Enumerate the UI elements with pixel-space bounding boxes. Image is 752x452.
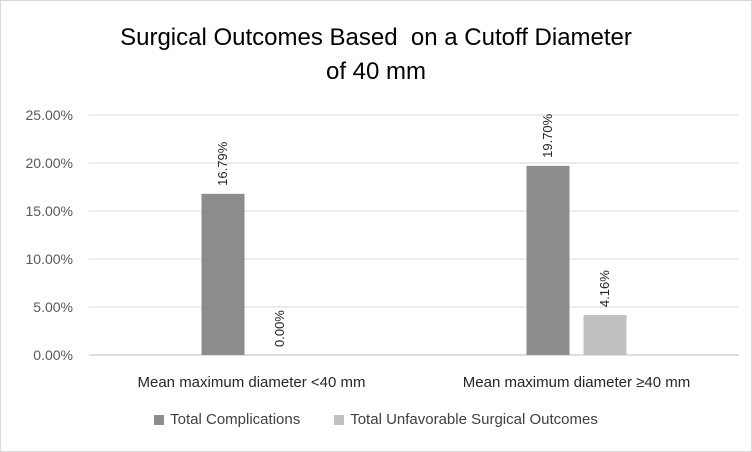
legend-item-total-complications: Total Complications	[154, 411, 300, 428]
chart-title-line-1: Surgical Outcomes Based on a Cutoff Diam…	[120, 24, 632, 51]
legend-swatch-total-complications	[154, 414, 165, 425]
y-tick-label: 0.00%	[33, 347, 73, 363]
y-tick-label: 15.00%	[26, 203, 73, 219]
legend-label-unfavorable-outcomes: Total Unfavorable Surgical Outcomes	[350, 411, 598, 428]
data-label: 4.16%	[597, 270, 612, 307]
y-tick-label: 20.00%	[26, 155, 73, 171]
bar-total-complications	[201, 193, 245, 355]
y-tick-label: 5.00%	[33, 299, 73, 315]
x-category-label: Mean maximum diameter <40 mm	[138, 374, 366, 391]
legend: Total Complications Total Unfavorable Su…	[1, 411, 751, 428]
bar-total-unfavorable-surgical-outcomes	[583, 315, 627, 355]
chart-title: Surgical Outcomes Based on a Cutoff Diam…	[1, 21, 751, 89]
x-category-label: Mean maximum diameter ≥40 mm	[463, 374, 690, 391]
legend-item-unfavorable-outcomes: Total Unfavorable Surgical Outcomes	[334, 411, 598, 428]
data-label: 16.79%	[215, 141, 230, 186]
legend-swatch-unfavorable-outcomes	[334, 414, 345, 425]
legend-label-total-complications: Total Complications	[170, 411, 301, 428]
data-label: 19.70%	[540, 113, 555, 158]
y-tick-label: 10.00%	[26, 251, 73, 267]
y-tick-label: 25.00%	[26, 107, 73, 123]
data-label: 0.00%	[272, 310, 287, 347]
chart-title-line-2: of 40 mm	[325, 58, 427, 85]
bar-total-complications	[526, 165, 570, 355]
